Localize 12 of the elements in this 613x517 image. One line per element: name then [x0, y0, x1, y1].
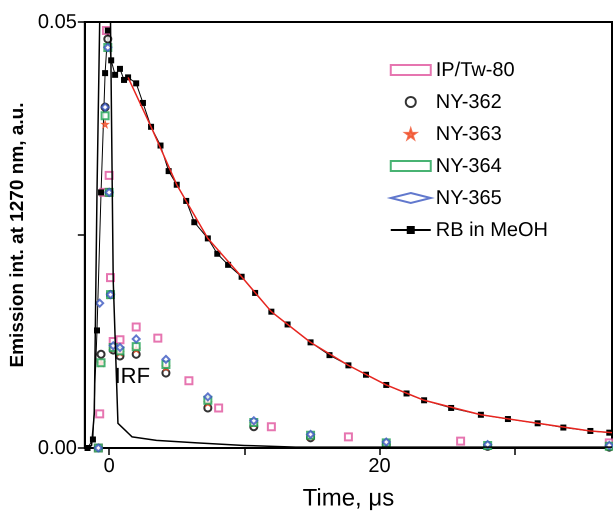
y-tick-label: 0.05 [38, 11, 77, 33]
y-axis-title: Emission int. at 1270 nm, a.u. [7, 102, 28, 368]
x-tick-label: 20 [368, 455, 391, 477]
legend-label: IP/Tw-80 [436, 59, 515, 81]
legend-label: NY-365 [436, 187, 502, 209]
legend-label: NY-362 [436, 91, 502, 113]
y-tick-label: 0.00 [38, 437, 77, 459]
x-axis-title: Time, μs [302, 484, 394, 512]
legend-label: NY-364 [436, 155, 502, 177]
legend-label: RB in MeOH [436, 219, 548, 241]
x-tick-label: 0 [104, 455, 115, 477]
legend-label: NY-363 [436, 123, 502, 145]
